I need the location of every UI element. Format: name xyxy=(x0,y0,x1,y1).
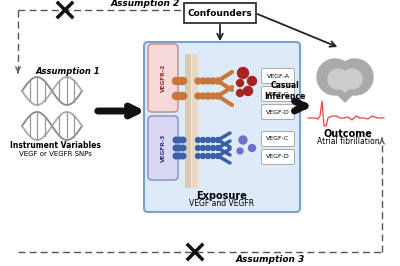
Circle shape xyxy=(342,69,362,89)
Circle shape xyxy=(175,77,182,85)
Text: Atrial fibrillation: Atrial fibrillation xyxy=(317,138,379,147)
Circle shape xyxy=(177,145,182,151)
Text: VEGF-C: VEGF-C xyxy=(266,136,290,142)
Text: VEGF and VEGFR: VEGF and VEGFR xyxy=(190,200,254,209)
Bar xyxy=(192,54,198,188)
Bar xyxy=(185,54,191,188)
Circle shape xyxy=(180,137,186,143)
Circle shape xyxy=(195,93,201,99)
Text: Assumption 2: Assumption 2 xyxy=(110,0,180,9)
Circle shape xyxy=(216,138,220,143)
FancyBboxPatch shape xyxy=(144,42,300,212)
Circle shape xyxy=(248,144,256,152)
Text: VEGFR-3: VEGFR-3 xyxy=(160,134,166,162)
FancyBboxPatch shape xyxy=(262,105,294,119)
Circle shape xyxy=(200,138,206,143)
Circle shape xyxy=(180,77,186,85)
Circle shape xyxy=(210,78,216,84)
Circle shape xyxy=(200,146,206,151)
Circle shape xyxy=(210,146,216,151)
Text: Casual
Inference: Casual Inference xyxy=(264,81,306,101)
Circle shape xyxy=(210,153,216,159)
Circle shape xyxy=(196,138,200,143)
Circle shape xyxy=(237,148,243,154)
Circle shape xyxy=(173,153,179,159)
Circle shape xyxy=(206,146,210,151)
Circle shape xyxy=(172,77,180,85)
Text: Outcome: Outcome xyxy=(324,129,372,139)
FancyBboxPatch shape xyxy=(148,116,178,180)
Text: Assumption 1: Assumption 1 xyxy=(36,66,100,76)
Circle shape xyxy=(244,86,252,95)
Circle shape xyxy=(210,93,216,99)
FancyBboxPatch shape xyxy=(262,69,294,84)
Circle shape xyxy=(177,137,182,143)
Circle shape xyxy=(210,138,216,143)
Circle shape xyxy=(205,93,211,99)
Circle shape xyxy=(216,146,220,151)
FancyBboxPatch shape xyxy=(262,149,294,164)
Circle shape xyxy=(195,78,201,84)
Circle shape xyxy=(328,69,348,89)
Circle shape xyxy=(173,137,179,143)
Polygon shape xyxy=(319,77,371,103)
Circle shape xyxy=(200,78,206,84)
Circle shape xyxy=(238,68,248,78)
Circle shape xyxy=(317,59,353,95)
FancyBboxPatch shape xyxy=(148,44,178,112)
Circle shape xyxy=(177,153,182,159)
Text: Confounders: Confounders xyxy=(188,9,252,18)
Text: VEGF-D: VEGF-D xyxy=(266,155,290,160)
Text: Instrument Variables: Instrument Variables xyxy=(10,142,100,151)
Text: VEGF-D: VEGF-D xyxy=(266,110,290,114)
Circle shape xyxy=(337,59,373,95)
Circle shape xyxy=(248,77,256,85)
Circle shape xyxy=(200,93,206,99)
Circle shape xyxy=(180,93,186,99)
FancyBboxPatch shape xyxy=(262,86,294,102)
Circle shape xyxy=(239,136,247,144)
Polygon shape xyxy=(329,79,361,93)
Circle shape xyxy=(173,145,179,151)
Text: VEGF-A: VEGF-A xyxy=(266,73,290,78)
Circle shape xyxy=(200,153,206,159)
Circle shape xyxy=(236,80,244,86)
Text: VEGF-C: VEGF-C xyxy=(266,92,290,97)
Circle shape xyxy=(236,89,244,97)
Circle shape xyxy=(206,153,210,159)
Circle shape xyxy=(175,93,182,99)
Circle shape xyxy=(196,153,200,159)
Circle shape xyxy=(215,93,221,99)
Circle shape xyxy=(177,93,184,99)
Text: Assumption 3: Assumption 3 xyxy=(235,255,305,264)
Circle shape xyxy=(180,153,186,159)
Circle shape xyxy=(206,138,210,143)
Circle shape xyxy=(216,153,220,159)
Circle shape xyxy=(196,146,200,151)
Circle shape xyxy=(172,93,180,99)
FancyBboxPatch shape xyxy=(262,131,294,147)
Text: Exposure: Exposure xyxy=(196,191,248,201)
Circle shape xyxy=(215,78,221,84)
Text: VEGF or VEGFR SNPs: VEGF or VEGFR SNPs xyxy=(18,151,92,157)
FancyBboxPatch shape xyxy=(184,3,256,23)
Circle shape xyxy=(180,145,186,151)
Text: VEGFR-2: VEGFR-2 xyxy=(160,64,166,92)
Circle shape xyxy=(205,78,211,84)
Circle shape xyxy=(177,77,184,85)
